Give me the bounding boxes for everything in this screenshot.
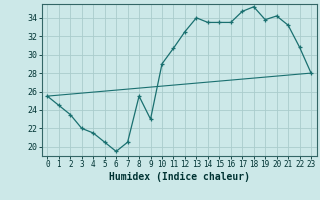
X-axis label: Humidex (Indice chaleur): Humidex (Indice chaleur) (109, 172, 250, 182)
